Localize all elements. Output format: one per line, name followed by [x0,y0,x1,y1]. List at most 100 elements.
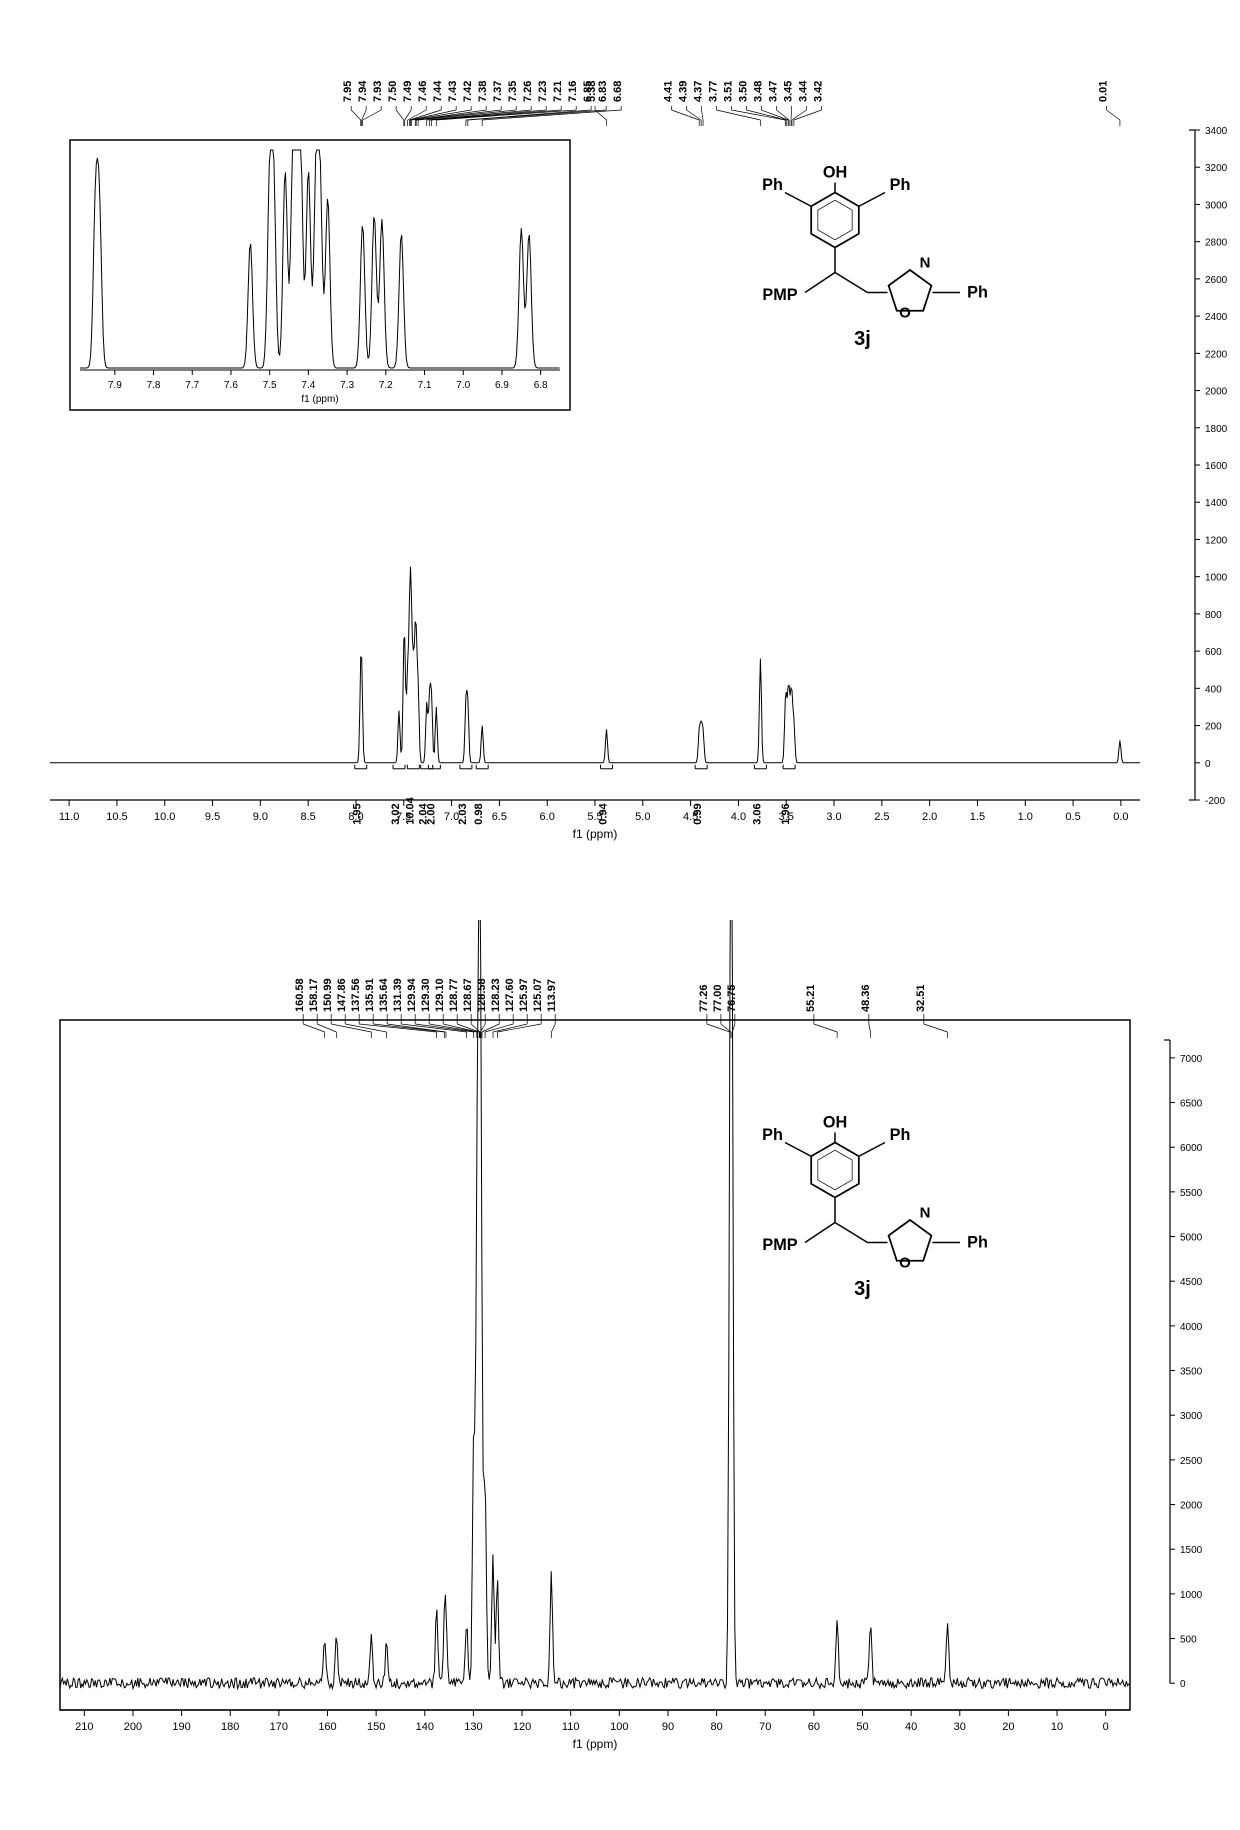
svg-text:800: 800 [1205,610,1222,621]
svg-text:3200: 3200 [1205,163,1228,174]
svg-text:7.38: 7.38 [477,81,489,102]
svg-text:180: 180 [221,1721,239,1733]
svg-text:1800: 1800 [1205,424,1228,435]
svg-text:4.37: 4.37 [692,81,704,102]
svg-text:7.21: 7.21 [552,81,564,102]
svg-text:6.9: 6.9 [495,380,509,391]
svg-text:7.4: 7.4 [301,380,315,391]
svg-text:3500: 3500 [1180,1367,1203,1378]
svg-text:127.60: 127.60 [504,978,516,1012]
svg-text:90: 90 [662,1721,674,1733]
svg-text:1.5: 1.5 [970,811,985,823]
svg-text:7.0: 7.0 [456,380,470,391]
svg-text:128.77: 128.77 [448,978,460,1012]
svg-text:7.3: 7.3 [340,380,354,391]
svg-text:0.5: 0.5 [1065,811,1080,823]
svg-text:4000: 4000 [1180,1322,1203,1333]
svg-text:f1 (ppm): f1 (ppm) [301,394,338,405]
svg-text:110: 110 [562,1721,580,1733]
svg-text:2500: 2500 [1180,1456,1203,1467]
svg-text:129.94: 129.94 [406,977,418,1012]
svg-text:3.42: 3.42 [812,81,824,102]
svg-text:100: 100 [610,1721,628,1733]
svg-text:7.8: 7.8 [147,380,161,391]
svg-text:PMP: PMP [762,286,797,304]
svg-text:10: 10 [1051,1721,1063,1733]
svg-text:3.0: 3.0 [826,811,841,823]
svg-text:-200: -200 [1205,796,1225,807]
svg-text:200: 200 [124,1721,142,1733]
svg-text:76.75: 76.75 [726,984,738,1012]
svg-text:N: N [920,255,931,272]
svg-text:2400: 2400 [1205,312,1228,323]
svg-text:7.42: 7.42 [462,81,474,102]
svg-text:2000: 2000 [1180,1501,1203,1512]
svg-text:9.5: 9.5 [205,811,220,823]
svg-text:7.6: 7.6 [224,380,238,391]
svg-text:9.0: 9.0 [253,811,268,823]
svg-text:OH: OH [823,164,847,182]
svg-text:0.01: 0.01 [1098,81,1110,102]
svg-text:2.03: 2.03 [457,803,469,824]
svg-text:135.64: 135.64 [378,977,390,1012]
svg-text:Ph: Ph [762,1126,783,1144]
svg-text:200: 200 [1205,722,1222,733]
svg-text:6.8: 6.8 [534,380,548,391]
svg-text:40: 40 [905,1721,917,1733]
svg-text:0: 0 [1180,1679,1186,1690]
svg-text:7.43: 7.43 [447,81,459,102]
svg-text:125.07: 125.07 [532,978,544,1012]
svg-text:2.5: 2.5 [874,811,889,823]
svg-text:2000: 2000 [1205,387,1228,398]
svg-text:4.39: 4.39 [677,81,689,102]
svg-text:55.21: 55.21 [805,984,817,1012]
svg-text:3.47: 3.47 [767,81,779,102]
svg-text:6.83: 6.83 [597,81,609,102]
svg-text:3.02: 3.02 [390,803,402,824]
svg-text:3.45: 3.45 [782,81,794,102]
svg-text:3.51: 3.51 [722,81,734,102]
svg-text:3400: 3400 [1205,126,1228,137]
svg-text:5.38: 5.38 [586,81,598,102]
svg-text:129.30: 129.30 [420,978,432,1012]
svg-text:6500: 6500 [1180,1099,1203,1110]
svg-text:6.0: 6.0 [540,811,555,823]
svg-text:129.10: 129.10 [434,978,446,1012]
svg-text:190: 190 [172,1721,190,1733]
svg-text:11.0: 11.0 [59,811,80,823]
svg-text:0.99: 0.99 [692,803,704,824]
svg-text:131.39: 131.39 [392,978,404,1012]
svg-text:70: 70 [759,1721,771,1733]
svg-text:5500: 5500 [1180,1188,1203,1199]
c-nmr-panel: 2102001901801701601501401301201101009080… [10,920,1240,1790]
svg-text:128.23: 128.23 [490,978,502,1012]
svg-text:7.7: 7.7 [185,380,199,391]
svg-text:600: 600 [1205,647,1222,658]
svg-text:7.1: 7.1 [418,380,432,391]
svg-text:120: 120 [513,1721,531,1733]
svg-text:125.97: 125.97 [518,978,530,1012]
svg-text:1200: 1200 [1205,535,1228,546]
svg-text:2.0: 2.0 [922,811,937,823]
svg-text:2800: 2800 [1205,238,1228,249]
svg-text:5000: 5000 [1180,1233,1203,1244]
svg-text:OH: OH [823,1114,847,1132]
svg-text:4.41: 4.41 [662,81,674,102]
h-nmr-panel: 11.010.510.09.59.08.58.07.57.06.56.05.55… [10,10,1240,890]
svg-text:3j: 3j [854,328,871,350]
svg-text:20: 20 [1002,1721,1014,1733]
svg-text:8.5: 8.5 [301,811,316,823]
svg-text:1600: 1600 [1205,461,1228,472]
c-nmr-svg: 2102001901801701601501401301201101009080… [10,920,1230,1790]
svg-text:140: 140 [416,1721,434,1733]
svg-text:1500: 1500 [1180,1545,1203,1556]
svg-text:1.96: 1.96 [780,803,792,824]
svg-text:30: 30 [954,1721,966,1733]
svg-text:2600: 2600 [1205,275,1228,286]
svg-text:Ph: Ph [967,284,988,302]
svg-text:N: N [920,1205,931,1222]
svg-text:150: 150 [367,1721,385,1733]
svg-text:2200: 2200 [1205,349,1228,360]
svg-text:O: O [899,1255,911,1272]
svg-text:77.26: 77.26 [698,984,710,1012]
